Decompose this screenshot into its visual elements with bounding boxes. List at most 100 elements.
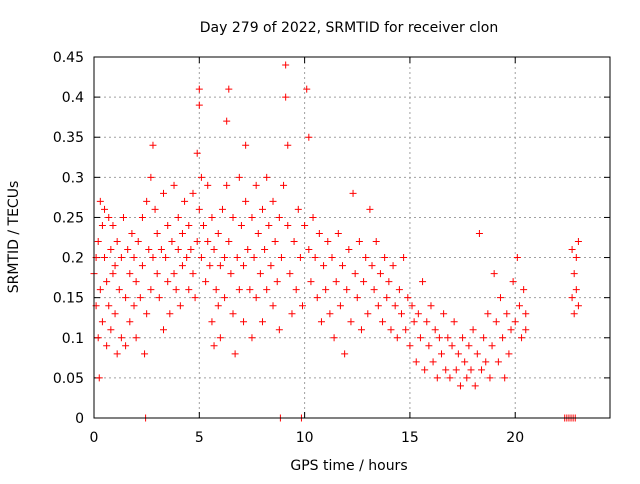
data-point [248, 213, 256, 221]
data-point [467, 366, 475, 374]
data-point [168, 238, 176, 246]
data-point [250, 254, 258, 262]
data-point [189, 270, 197, 278]
data-point [258, 205, 266, 213]
data-point [208, 213, 216, 221]
data-point [307, 278, 315, 286]
data-point [153, 229, 161, 237]
data-point [252, 181, 260, 189]
data-point [282, 61, 290, 69]
data-point [212, 286, 220, 294]
data-point [461, 358, 469, 366]
data-point [155, 294, 163, 302]
data-point [164, 221, 172, 229]
data-point [113, 238, 121, 246]
data-point [160, 326, 168, 334]
data-point [214, 302, 222, 310]
data-point [105, 302, 113, 310]
data-point [94, 334, 102, 342]
data-point [334, 229, 342, 237]
data-point [191, 294, 199, 302]
data-point [174, 246, 182, 254]
data-point [429, 358, 437, 366]
data-point [181, 197, 189, 205]
data-point [119, 213, 127, 221]
data-point [301, 221, 309, 229]
data-point [263, 286, 271, 294]
data-point [568, 246, 576, 254]
data-point [284, 221, 292, 229]
data-point [223, 181, 231, 189]
data-point [522, 326, 530, 334]
data-point [240, 318, 248, 326]
data-point [482, 358, 490, 366]
data-point [206, 262, 214, 270]
data-point [444, 334, 452, 342]
data-point [322, 286, 330, 294]
data-point [258, 318, 266, 326]
data-point [107, 246, 115, 254]
data-point [210, 246, 218, 254]
x-tick-label: 15 [401, 430, 419, 446]
y-tick-label: 0.45 [53, 50, 84, 66]
data-point [214, 229, 222, 237]
data-point [469, 326, 477, 334]
data-point [511, 318, 519, 326]
data-point [292, 286, 300, 294]
data-point [117, 254, 125, 262]
data-point [326, 310, 334, 318]
data-point [193, 149, 201, 157]
data-point [187, 246, 195, 254]
data-point [244, 246, 252, 254]
data-point [227, 270, 235, 278]
data-point [101, 205, 109, 213]
data-point [423, 318, 431, 326]
y-tick-label: 0.05 [53, 371, 84, 387]
data-point [256, 270, 264, 278]
data-point [450, 318, 458, 326]
data-point [492, 318, 500, 326]
data-point [305, 246, 313, 254]
data-point [225, 238, 233, 246]
data-point [324, 238, 332, 246]
data-point [379, 318, 387, 326]
data-point [372, 238, 380, 246]
data-point [248, 334, 256, 342]
data-point [96, 197, 104, 205]
chart-title: Day 279 of 2022, SRMTID for receiver clo… [200, 20, 498, 36]
data-point [252, 294, 260, 302]
data-point [162, 254, 170, 262]
data-point [404, 294, 412, 302]
data-point [349, 189, 357, 197]
data-point [518, 334, 526, 342]
data-point [111, 310, 119, 318]
data-point [134, 238, 142, 246]
data-point [406, 342, 414, 350]
data-point [402, 326, 410, 334]
x-tick-label: 20 [506, 430, 524, 446]
data-point [265, 221, 273, 229]
data-point [416, 334, 424, 342]
data-point [275, 326, 283, 334]
data-point [305, 133, 313, 141]
data-point [515, 302, 523, 310]
data-point [185, 286, 193, 294]
data-point [572, 286, 580, 294]
data-point [115, 286, 123, 294]
data-point [286, 270, 294, 278]
y-tick-label: 0.35 [53, 130, 84, 146]
data-point [364, 310, 372, 318]
data-point [313, 294, 321, 302]
data-point [425, 342, 433, 350]
data-point [202, 278, 210, 286]
data-point [490, 270, 498, 278]
data-point [136, 294, 144, 302]
data-point [389, 262, 397, 270]
data-points [90, 61, 582, 422]
data-point [235, 286, 243, 294]
data-point [488, 342, 496, 350]
data-point [235, 173, 243, 181]
data-point [208, 318, 216, 326]
data-point [231, 350, 239, 358]
data-point [296, 254, 304, 262]
